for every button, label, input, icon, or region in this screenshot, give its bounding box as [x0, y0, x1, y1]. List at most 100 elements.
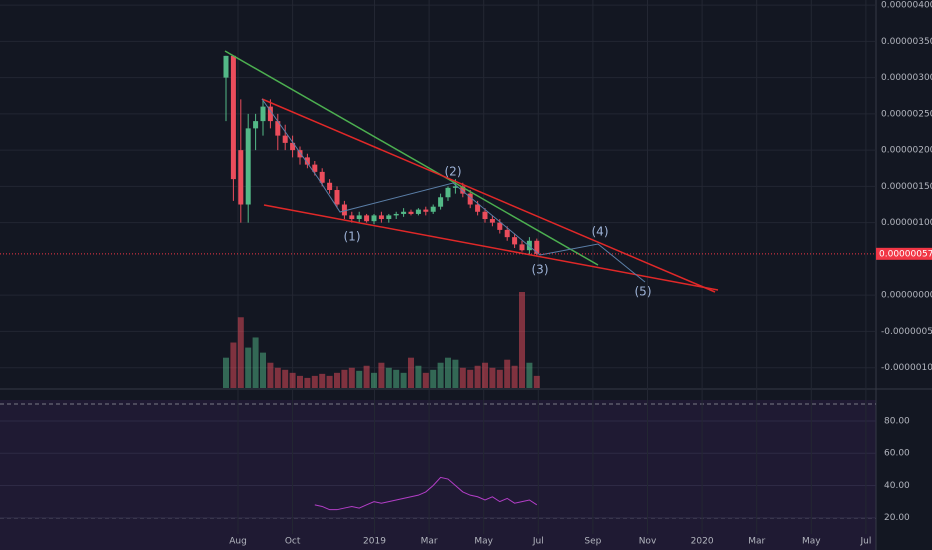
trend-line	[224, 50, 599, 266]
candle-body	[290, 142, 296, 151]
volume-bar	[393, 369, 400, 388]
candle-body	[445, 187, 451, 198]
candle-body	[341, 204, 347, 216]
candle-body	[423, 209, 429, 212]
x-tick-label: Nov	[639, 537, 657, 547]
candle-body	[504, 229, 510, 238]
volume-bar	[408, 357, 414, 388]
volume-bar	[445, 357, 451, 388]
candle-body	[386, 215, 392, 220]
volume-bar	[297, 375, 303, 388]
candle-body	[282, 135, 288, 143]
volume-bar	[430, 369, 437, 388]
volume-bar	[356, 370, 363, 388]
volume-bar	[533, 375, 540, 388]
x-tick-label: 2019	[363, 537, 386, 547]
candle-body	[260, 106, 266, 122]
candle-body	[460, 186, 466, 194]
volume-bar	[334, 372, 340, 388]
candle-body	[253, 121, 259, 129]
volume-bar	[230, 342, 237, 388]
volume-bar	[474, 365, 481, 388]
wave-label: (5)	[635, 285, 652, 299]
volume-bar	[459, 367, 466, 388]
candle-body	[334, 190, 340, 205]
volume-bar	[452, 359, 459, 388]
volume-bar	[326, 375, 333, 388]
x-tick-label: Oct	[285, 537, 301, 547]
last-price-box	[876, 247, 932, 260]
y-tick-label: 0.00000250	[881, 109, 932, 119]
x-tick-label: Jul	[859, 537, 871, 547]
y-tick-label: 0.00000350	[881, 37, 932, 47]
rsi-tick-label: 60.00	[884, 449, 910, 459]
volume-bar	[319, 373, 326, 388]
x-tick-label: Aug	[229, 537, 247, 547]
candle-body	[408, 211, 414, 214]
trend-line	[261, 98, 716, 293]
candle-body	[238, 150, 244, 205]
y-tick-label: 0.00000150	[881, 182, 932, 192]
candle-body	[275, 121, 281, 136]
candle-body	[519, 244, 525, 251]
candle-body	[223, 55, 229, 78]
candle-body	[319, 171, 325, 183]
candle-body	[371, 215, 377, 222]
volume-bar	[511, 365, 518, 388]
volume-bar	[304, 377, 311, 388]
candle-body	[415, 209, 421, 214]
candle-body	[534, 240, 540, 254]
volume-bar	[422, 372, 429, 388]
candle-body	[230, 55, 236, 180]
volume-bar	[437, 362, 444, 388]
volume-bar	[363, 365, 370, 388]
candle-body	[512, 237, 518, 245]
wave-label: (2)	[445, 165, 462, 179]
volume-bar	[526, 362, 533, 388]
volume-bar	[282, 369, 289, 388]
candle-body	[245, 128, 251, 205]
candle-body	[438, 197, 444, 207]
x-tick-label: Jul	[532, 537, 544, 547]
volume-bar	[223, 357, 229, 388]
volume-bar	[400, 372, 407, 388]
volume-bar	[378, 362, 385, 388]
volume-bar	[245, 347, 252, 388]
volume-bar	[482, 362, 488, 388]
volume-bar	[467, 369, 474, 388]
y-tick-label: 0.00000000	[881, 291, 932, 301]
volume-bar	[260, 352, 266, 388]
drawings	[224, 50, 719, 293]
candle-body	[349, 215, 355, 220]
volume-bar	[504, 359, 511, 388]
x-tick-label: Sep	[584, 537, 601, 547]
y-tick-label: 0.00000300	[881, 73, 932, 83]
x-tick-label: 2020	[691, 537, 714, 547]
volume-bar	[267, 362, 274, 388]
candle-body	[297, 150, 303, 158]
candle-body	[364, 215, 370, 222]
trend-line	[263, 204, 719, 291]
volume-bar	[385, 367, 392, 388]
candle-body	[489, 219, 495, 223]
x-tick-label: May	[802, 537, 821, 547]
volume-bar	[311, 375, 318, 388]
candle-body	[327, 182, 333, 191]
volume-bar	[341, 369, 348, 388]
rsi-tick-label: 20.00	[884, 513, 910, 523]
candle-body	[430, 206, 436, 212]
candle-body	[401, 211, 407, 214]
y-tick-label: 0.00000200	[881, 146, 932, 156]
candle-body	[467, 193, 473, 205]
candle-body	[497, 222, 503, 230]
x-tick-label: Mar	[421, 537, 438, 547]
volume-bar	[348, 367, 355, 388]
volume-bar	[489, 367, 496, 388]
volume-bar	[371, 372, 377, 388]
wave-label: (1)	[344, 230, 361, 244]
rsi-pane	[0, 400, 876, 550]
candle-body	[304, 157, 310, 165]
candle-body	[356, 215, 362, 220]
volume-bar	[496, 369, 503, 388]
